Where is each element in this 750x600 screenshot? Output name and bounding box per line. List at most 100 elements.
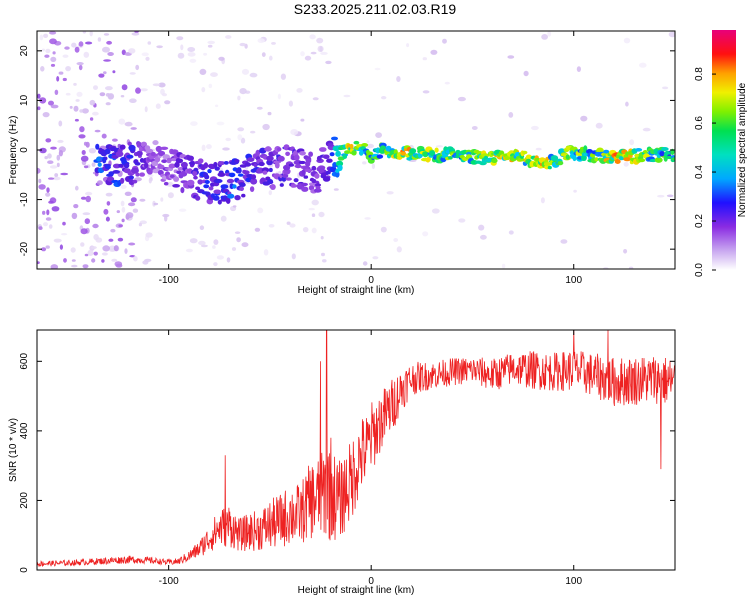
heatmap-cell	[193, 167, 199, 172]
heatmap-cell	[144, 106, 148, 113]
heatmap-cell	[203, 52, 208, 56]
heatmap-cell	[83, 165, 89, 169]
heatmap-cell	[255, 149, 261, 156]
heatmap-cell	[180, 187, 185, 194]
heatmap-cell	[180, 44, 184, 51]
heatmap-cell	[268, 224, 275, 228]
heatmap-cell	[85, 195, 91, 203]
heatmap-cell	[120, 144, 126, 150]
heatmap-cell	[573, 189, 577, 193]
heatmap-cell	[84, 253, 89, 257]
spectrogram-y-ticks: -20 -10 0 10 20	[19, 45, 675, 256]
heatmap-cell	[277, 147, 282, 152]
heatmap-cell	[326, 158, 333, 163]
heatmap-cell	[225, 35, 232, 39]
heatmap-cell	[594, 157, 599, 162]
heatmap-cell	[301, 182, 308, 187]
heatmap-cell	[294, 154, 300, 161]
heatmap-cell	[44, 54, 50, 58]
heatmap-cell	[152, 83, 161, 87]
heatmap-cell	[47, 160, 54, 164]
heatmap-cell	[543, 162, 552, 167]
heatmap-cell	[308, 207, 315, 211]
heatmap-cell	[241, 193, 246, 198]
heatmap-cell	[98, 147, 103, 152]
heatmap-cell	[107, 52, 114, 56]
heatmap-cell	[409, 148, 417, 154]
heatmap-cell	[43, 222, 48, 227]
heatmap-cell	[303, 175, 309, 179]
heatmap-cell	[301, 186, 309, 192]
heatmap-cell	[322, 176, 331, 182]
heatmap-cell	[286, 221, 291, 225]
heatmap-cell	[129, 98, 137, 103]
heatmap-cell	[54, 89, 59, 96]
heatmap-cell	[531, 125, 539, 131]
heatmap-cell	[60, 172, 69, 176]
heatmap-cell	[540, 197, 545, 204]
heatmap-cell	[311, 178, 317, 184]
heatmap-cell	[52, 51, 56, 55]
heatmap-cell	[263, 249, 269, 256]
heatmap-cell	[110, 228, 116, 233]
heatmap-cell	[237, 173, 244, 177]
heatmap-cell	[267, 111, 272, 116]
heatmap-cell	[241, 68, 250, 75]
heatmap-cell	[87, 249, 94, 256]
y-tick-label: -10	[19, 192, 30, 207]
heatmap-cell	[666, 194, 674, 198]
heatmap-cell	[142, 260, 149, 265]
heatmap-cell	[329, 166, 337, 173]
heatmap-cell	[38, 184, 46, 190]
heatmap-cell	[187, 52, 196, 57]
heatmap-cell	[45, 245, 50, 249]
heatmap-cell	[153, 202, 159, 206]
heatmap-cell	[393, 238, 399, 242]
heatmap-cell	[380, 226, 387, 233]
heatmap-cell	[635, 148, 643, 152]
heatmap-cell	[207, 40, 215, 45]
heatmap-cell	[361, 143, 369, 147]
heatmap-cell	[65, 92, 71, 96]
heatmap-cell	[430, 49, 438, 55]
heatmap-cell	[220, 215, 227, 222]
heatmap-cell	[176, 36, 184, 41]
heatmap-cell	[116, 210, 121, 214]
heatmap-cell	[234, 231, 241, 234]
heatmap-cell	[45, 217, 52, 221]
heatmap-cell	[118, 224, 123, 227]
heatmap-cell	[172, 184, 181, 188]
heatmap-cell	[386, 191, 394, 195]
snr-x-axis-label: Height of straight line (km)	[298, 585, 415, 596]
heatmap-cell	[43, 33, 49, 38]
heatmap-cell	[434, 147, 439, 153]
heatmap-cell	[169, 174, 175, 178]
heatmap-cell	[126, 212, 134, 219]
heatmap-cell	[192, 170, 198, 177]
heatmap-cell	[82, 212, 91, 216]
heatmap-cell	[258, 161, 265, 167]
heatmap-cell	[320, 236, 324, 240]
heatmap-cell	[39, 147, 47, 154]
heatmap-cell	[85, 41, 93, 45]
heatmap-cell	[50, 146, 57, 150]
heatmap-cell	[311, 199, 319, 206]
heatmap-cell	[93, 251, 98, 256]
heatmap-cell	[39, 97, 47, 104]
heatmap-cell	[71, 42, 77, 48]
heatmap-cell	[237, 127, 245, 132]
heatmap-cell	[123, 162, 130, 169]
heatmap-cell	[97, 162, 102, 167]
x-tick-label: -100	[159, 275, 179, 286]
heatmap-cell	[52, 176, 61, 181]
heatmap-cell	[130, 127, 137, 130]
heatmap-cell	[80, 155, 89, 162]
heatmap-cell	[75, 185, 79, 191]
heatmap-cell	[80, 228, 88, 235]
heatmap-cell	[69, 105, 73, 109]
heatmap-cell	[455, 149, 461, 154]
heatmap-cell	[108, 238, 114, 242]
heatmap-cell	[249, 72, 258, 78]
heatmap-cell	[83, 51, 90, 58]
heatmap-cells	[37, 31, 675, 269]
